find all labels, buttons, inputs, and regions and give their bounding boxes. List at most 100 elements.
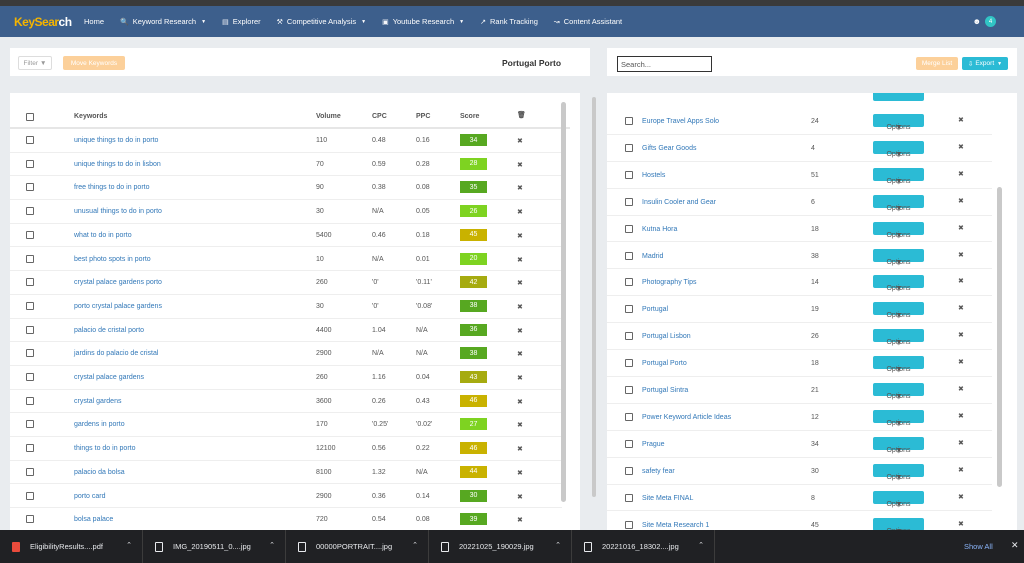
list-name-link[interactable]: Gifts Gear Goods [642,144,697,152]
delete-icon[interactable]: ✖ [517,422,523,430]
list-checkbox[interactable] [625,278,633,287]
options-button[interactable]: ⇩Options▼ [873,383,924,401]
nav-item-content-assistant[interactable]: ↝ Content Assistant [553,17,623,26]
list-name-link[interactable]: Site Meta FINAL [642,494,694,502]
keywords-scrollbar[interactable] [561,102,566,502]
keyword-link[interactable]: unusual things to do in porto [74,208,162,216]
download-item[interactable]: 20221016_18302....jpg ⌃ [572,530,715,563]
lists-scrollbar[interactable] [997,187,1002,487]
keyword-link[interactable]: unique things to do in lisbon [74,160,161,168]
list-checkbox[interactable] [625,332,633,341]
delete-list-icon[interactable]: ✖ [958,305,964,313]
row-checkbox[interactable] [26,515,34,524]
download-item[interactable]: 20221025_190029.jpg ⌃ [429,530,572,563]
options-button[interactable]: ⇩Options▼ [873,194,924,213]
list-checkbox[interactable] [625,117,633,125]
options-button[interactable]: ⇩Options▼ [873,517,924,530]
delete-icon[interactable]: ✖ [517,161,523,169]
row-checkbox[interactable] [26,491,34,500]
row-checkbox[interactable] [26,136,34,144]
delete-icon[interactable]: ✖ [517,256,523,264]
header-keywords[interactable]: Keywords [74,113,108,120]
delete-list-icon[interactable]: ✖ [958,278,964,286]
list-checkbox[interactable] [625,224,633,233]
keyword-link[interactable]: unique things to do in porto [74,137,159,144]
chevron-up-icon[interactable]: ⌃ [555,542,561,549]
row-checkbox[interactable] [26,230,34,239]
list-name-link[interactable]: Insulin Cooler and Gear [642,198,716,206]
keyword-link[interactable]: palacio da bolsa [74,468,125,476]
options-button[interactable]: ⇩Options▼ [873,167,924,186]
show-all-downloads-button[interactable]: Show All [964,542,993,551]
row-checkbox[interactable] [26,159,34,168]
delete-list-icon[interactable]: ✖ [958,520,964,528]
delete-list-icon[interactable]: ✖ [958,412,964,420]
list-checkbox[interactable] [625,520,633,529]
nav-item-rank-tracking[interactable]: ↗ Rank Tracking [480,17,538,26]
select-all-checkbox[interactable] [26,113,34,121]
nav-item-explorer[interactable]: ▤ Explorer [222,17,261,26]
list-name-link[interactable]: Photography Tips [642,279,697,287]
delete-icon[interactable]: ✖ [517,303,523,311]
delete-list-icon[interactable]: ✖ [958,466,964,474]
delete-list-icon[interactable]: ✖ [958,251,964,259]
merge-list-button[interactable]: Merge List [916,57,958,70]
delete-icon[interactable]: ✖ [517,232,523,240]
options-button[interactable]: ⇩Options▼ [873,114,924,132]
list-checkbox[interactable] [625,359,633,368]
chevron-up-icon[interactable]: ⌃ [412,542,418,549]
nav-item-competitive-analysis[interactable]: ⚒ Competitive Analysis ▼ [276,17,367,26]
row-checkbox[interactable] [26,467,34,476]
delete-list-icon[interactable]: ✖ [958,439,964,447]
chevron-up-icon[interactable]: ⌃ [698,542,704,549]
delete-icon[interactable]: ✖ [517,351,523,359]
list-checkbox[interactable] [625,493,633,502]
options-button[interactable]: ⇩Options▼ [873,302,924,320]
list-checkbox[interactable] [625,251,633,260]
keyword-link[interactable]: porto card [74,492,106,500]
row-checkbox[interactable] [26,349,34,358]
keyword-link[interactable]: crystal palace gardens [74,374,145,381]
header-ppc[interactable]: PPC [416,113,431,120]
list-name-link[interactable]: Hostels [642,171,666,179]
list-name-link[interactable]: Portugal Lisbon [642,333,691,341]
row-checkbox[interactable] [26,444,34,453]
row-checkbox[interactable] [26,396,34,405]
options-button[interactable]: ⇩Options▼ [873,356,924,374]
options-button[interactable]: ⇩Options▼ [873,490,924,509]
delete-list-icon[interactable]: ✖ [958,386,964,393]
delete-icon[interactable]: ✖ [517,398,523,406]
options-button[interactable]: ⇩Options▼ [873,409,924,428]
options-button[interactable]: ⇩Options▼ [873,436,924,455]
row-checkbox[interactable] [26,420,34,429]
keyword-link[interactable]: things to do in porto [74,445,136,453]
delete-list-icon[interactable]: ✖ [958,332,964,340]
options-button[interactable]: ⇩Options▼ [873,329,924,347]
header-score[interactable]: Score [460,113,480,120]
list-checkbox[interactable] [625,412,633,421]
list-checkbox[interactable] [625,170,633,179]
keyword-link[interactable]: palacio de cristal porto [74,326,145,334]
options-button[interactable]: ⇩Options▼ [873,221,924,240]
delete-icon[interactable]: ✖ [517,185,523,193]
delete-list-icon[interactable]: ✖ [958,117,964,124]
list-name-link[interactable]: Power Keyword Article Ideas [642,413,732,421]
delete-icon[interactable]: ✖ [517,469,523,477]
list-name-link[interactable]: safety fear [642,467,675,475]
list-name-link[interactable]: Europe Travel Apps Solo [642,118,720,125]
delete-list-icon[interactable]: ✖ [958,143,964,151]
keyword-link[interactable]: best photo spots in porto [74,255,151,263]
list-checkbox[interactable] [625,386,633,394]
delete-list-icon[interactable]: ✖ [958,493,964,501]
download-item[interactable]: 00000PORTRAIT....jpg ⌃ [286,530,429,563]
delete-icon[interactable]: ✖ [517,517,523,525]
options-button[interactable]: ⇩Options▼ [873,275,924,293]
header-volume[interactable]: Volume [316,113,341,120]
list-name-link[interactable]: Site Meta Research 1 [642,521,710,529]
chevron-up-icon[interactable]: ⌃ [126,542,132,549]
list-name-link[interactable]: Prague [642,440,665,448]
list-checkbox[interactable] [625,143,633,152]
keyword-link[interactable]: free things to do in porto [74,184,150,192]
delete-icon[interactable]: ✖ [517,209,523,217]
download-item[interactable]: IMG_20190511_0....jpg ⌃ [143,530,286,563]
